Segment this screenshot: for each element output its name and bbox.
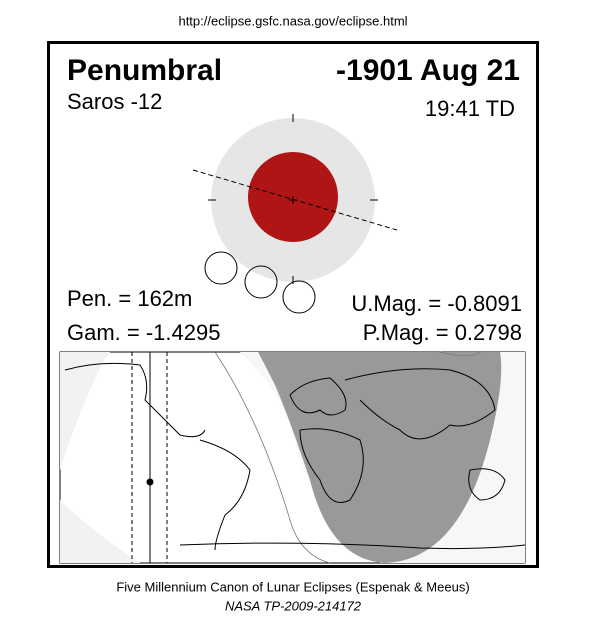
saros: Saros -12 bbox=[67, 89, 162, 114]
eclipse-date: -1901 Aug 21 bbox=[336, 54, 520, 87]
world-map bbox=[59, 351, 526, 564]
time: 19:41 TD bbox=[425, 96, 515, 121]
moon-positions bbox=[204, 251, 316, 314]
url: http://eclipse.gsfc.nasa.gov/eclipse.htm… bbox=[178, 13, 407, 28]
footer-reference: NASA TP-2009-214172 bbox=[225, 598, 362, 613]
pen-duration: Pen. = 162m bbox=[67, 286, 192, 311]
umbral-magnitude: U.Mag. = -0.8091 bbox=[351, 291, 522, 316]
footer-title: Five Millennium Canon of Lunar Eclipses … bbox=[116, 579, 469, 594]
eclipse-type: Penumbral bbox=[67, 54, 222, 87]
axis-ticks bbox=[208, 114, 378, 284]
penumbral-magnitude: P.Mag. = 0.2798 bbox=[363, 320, 522, 345]
gamma: Gam. = -1.4295 bbox=[67, 320, 220, 345]
